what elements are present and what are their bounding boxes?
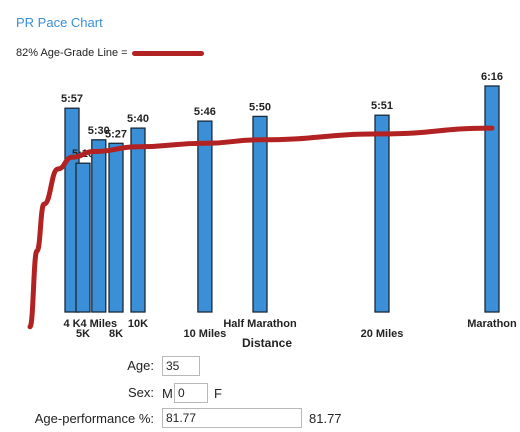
chart-legend: 82% Age-Grade Line = <box>16 47 204 59</box>
bar-half-marathon <box>252 115 268 313</box>
bar-5k <box>75 162 91 313</box>
age-grade-line <box>27 125 495 330</box>
x-tick-label: 20 Miles <box>361 328 404 340</box>
sex-label: Sex: <box>127 385 154 400</box>
data-label: 5:57 <box>61 93 83 105</box>
bar-marathon <box>484 85 500 313</box>
x-axis-label: Distance <box>242 336 292 350</box>
perf-display: 81.77 <box>309 411 342 426</box>
x-tick-label: Marathon <box>467 318 517 330</box>
perf-input[interactable] <box>162 408 302 428</box>
bar-8k <box>108 142 124 313</box>
x-tick-label: 4 K <box>63 318 80 330</box>
page-title: PR Pace Chart <box>16 15 103 30</box>
data-label: 5:27 <box>105 128 127 140</box>
bar-10-miles <box>197 120 213 313</box>
bar-10k <box>130 127 146 313</box>
bar-4-miles <box>91 139 107 313</box>
x-tick-label: 4 Miles <box>80 318 117 330</box>
perf-label: Age-performance %: <box>34 411 154 426</box>
x-tick-label: Half Marathon <box>223 318 297 330</box>
data-label: 5:40 <box>127 113 149 125</box>
age-label: Age: <box>127 358 154 373</box>
data-label: 5:30 <box>88 125 110 137</box>
x-tick-label: 8K <box>109 328 123 340</box>
sex-m-label: M <box>162 386 173 401</box>
bar-20-miles <box>374 114 390 313</box>
data-label: 6:16 <box>481 71 503 83</box>
x-tick-label: 5K <box>76 328 90 340</box>
age-input[interactable] <box>162 356 200 376</box>
sex-input[interactable] <box>174 383 208 403</box>
legend-line-swatch <box>131 50 204 56</box>
x-tick-label: 10K <box>128 318 148 330</box>
data-label: 5:46 <box>194 106 216 118</box>
x-tick-label: 10 Miles <box>183 328 226 340</box>
sex-f-label: F <box>214 386 222 401</box>
data-label: 5:50 <box>249 101 271 113</box>
data-label: 5:51 <box>371 100 393 112</box>
legend-label: 82% Age-Grade Line = <box>16 47 128 59</box>
